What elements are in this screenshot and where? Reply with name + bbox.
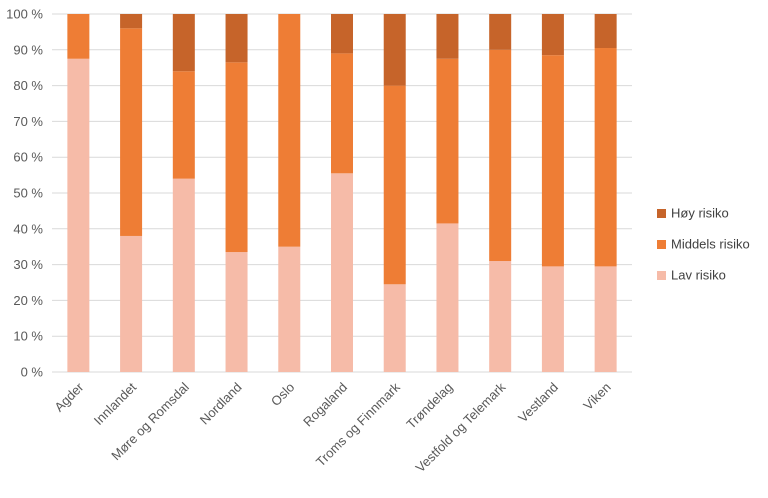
bar-segment — [172, 71, 195, 179]
x-tick-label: Trøndelag — [403, 380, 455, 432]
y-axis-ticks: 0 % 10 % 20 % 30 % 40 % 50 % 60 % 70 % 80 % 90 % 1… — [6, 7, 43, 380]
legend-swatch — [657, 209, 666, 218]
y-tick-label: 100 % — [6, 7, 43, 22]
bar-segment — [489, 14, 512, 50]
legend-label: Lav risiko — [671, 268, 726, 283]
bar-segment — [225, 62, 248, 253]
bar-segment — [120, 28, 143, 236]
bar-segment — [278, 246, 301, 372]
legend-item: Middels risiko — [657, 237, 750, 252]
bar-segment — [331, 14, 353, 54]
y-tick-label: 80 % — [13, 78, 43, 93]
bar-segment — [278, 14, 301, 247]
x-tick-label: Vestfold og Telemark — [413, 379, 509, 475]
bar-segment — [225, 14, 248, 63]
y-tick-label: 70 % — [13, 114, 43, 129]
y-tick-label: 10 % — [13, 329, 43, 344]
legend: Høy risiko Middels risiko Lav risiko — [657, 206, 750, 283]
bar-segment — [489, 49, 512, 262]
bar-segment — [225, 252, 248, 372]
x-tick-label: Nordland — [197, 380, 245, 428]
y-tick-label: 20 % — [13, 293, 43, 308]
y-tick-label: 40 % — [13, 221, 43, 236]
x-tick-label: Rogaland — [300, 380, 350, 430]
y-tick-label: 90 % — [13, 42, 43, 57]
bar-segment — [541, 55, 564, 267]
x-tick-label: Oslo — [268, 380, 298, 410]
legend-swatch — [657, 240, 666, 249]
bar-segment — [489, 261, 512, 372]
legend-item: Lav risiko — [657, 268, 726, 283]
legend-item: Høy risiko — [657, 206, 729, 221]
legend-label: Middels risiko — [671, 237, 750, 252]
y-tick-label: 30 % — [13, 257, 43, 272]
bar-segment — [594, 266, 617, 372]
bar-segment — [594, 14, 617, 49]
bar-segment — [67, 58, 90, 372]
legend-label: Høy risiko — [671, 206, 729, 221]
bar-segment — [594, 48, 617, 267]
bar-segment — [436, 14, 459, 59]
bar-segment — [172, 178, 195, 372]
bar-segment — [120, 14, 143, 29]
bar-segment — [331, 53, 353, 174]
bar-segment — [383, 14, 406, 86]
bar-segment — [67, 14, 90, 59]
bar-segment — [120, 235, 143, 372]
x-tick-label: Innlandet — [91, 379, 140, 428]
bar-segment — [331, 173, 353, 372]
x-tick-label: Viken — [580, 380, 613, 413]
x-tick-label: Agder — [51, 379, 87, 415]
legend-swatch — [657, 271, 666, 280]
bar-segment — [541, 14, 564, 56]
bar-segment — [172, 14, 195, 72]
x-tick-label: Vestland — [515, 380, 561, 426]
y-tick-label: 60 % — [13, 150, 43, 165]
y-tick-label: 0 % — [21, 365, 44, 380]
bar-segment — [436, 58, 459, 224]
bar-segment — [383, 85, 406, 285]
bar-segment — [383, 284, 406, 372]
bar-segment — [436, 223, 459, 372]
bars — [67, 14, 617, 372]
y-tick-label: 50 % — [13, 186, 43, 201]
bar-segment — [541, 266, 564, 372]
